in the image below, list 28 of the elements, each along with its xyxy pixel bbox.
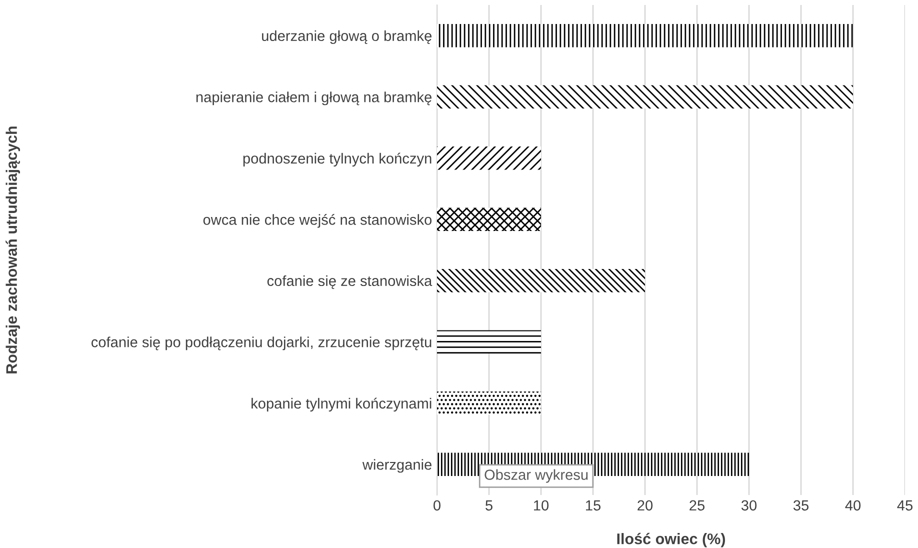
x-tick-label: 5 [486, 500, 492, 511]
x-tick-label: 20 [638, 500, 653, 511]
bar [437, 85, 853, 109]
x-axis-title: Ilość owiec (%) [617, 532, 726, 548]
bar [437, 146, 541, 170]
bar [437, 268, 645, 292]
y-tick-label: cofanie się po podłączeniu dojarki, zrzucenie sprzętu [91, 336, 432, 350]
y-axis-title: Rodzaje zachowań utrudniających [6, 126, 20, 374]
x-tick-label: 35 [793, 500, 808, 511]
x-tick-label: 10 [534, 500, 549, 511]
bar [437, 208, 541, 232]
x-tick-label: 30 [741, 500, 757, 511]
y-tick-label: wierzganie [362, 459, 432, 473]
y-tick-label: uderzanie głową o bramkę [262, 30, 432, 44]
x-tick-label: 40 [845, 500, 861, 511]
y-tick-label: podnoszenie tylnych kończyn [243, 152, 432, 167]
y-tick-label: kopanie tylnymi kończynami [252, 398, 432, 412]
x-tick-label: 25 [690, 500, 704, 511]
bar [437, 330, 541, 354]
bar [437, 24, 853, 48]
x-tick-label: 0 [434, 500, 440, 511]
y-tick-label: cofanie się ze stanowiska [267, 275, 432, 289]
x-tick-label: 15 [586, 500, 600, 511]
x-tick-label: 45 [897, 500, 912, 511]
annotation: Obszar wykresu [484, 469, 588, 483]
bar [437, 391, 541, 415]
y-tick-label: napieranie ciałem i głową na bramkę [196, 92, 432, 106]
y-tick-label: owca nie chce wejść na stanowisko [203, 214, 432, 228]
